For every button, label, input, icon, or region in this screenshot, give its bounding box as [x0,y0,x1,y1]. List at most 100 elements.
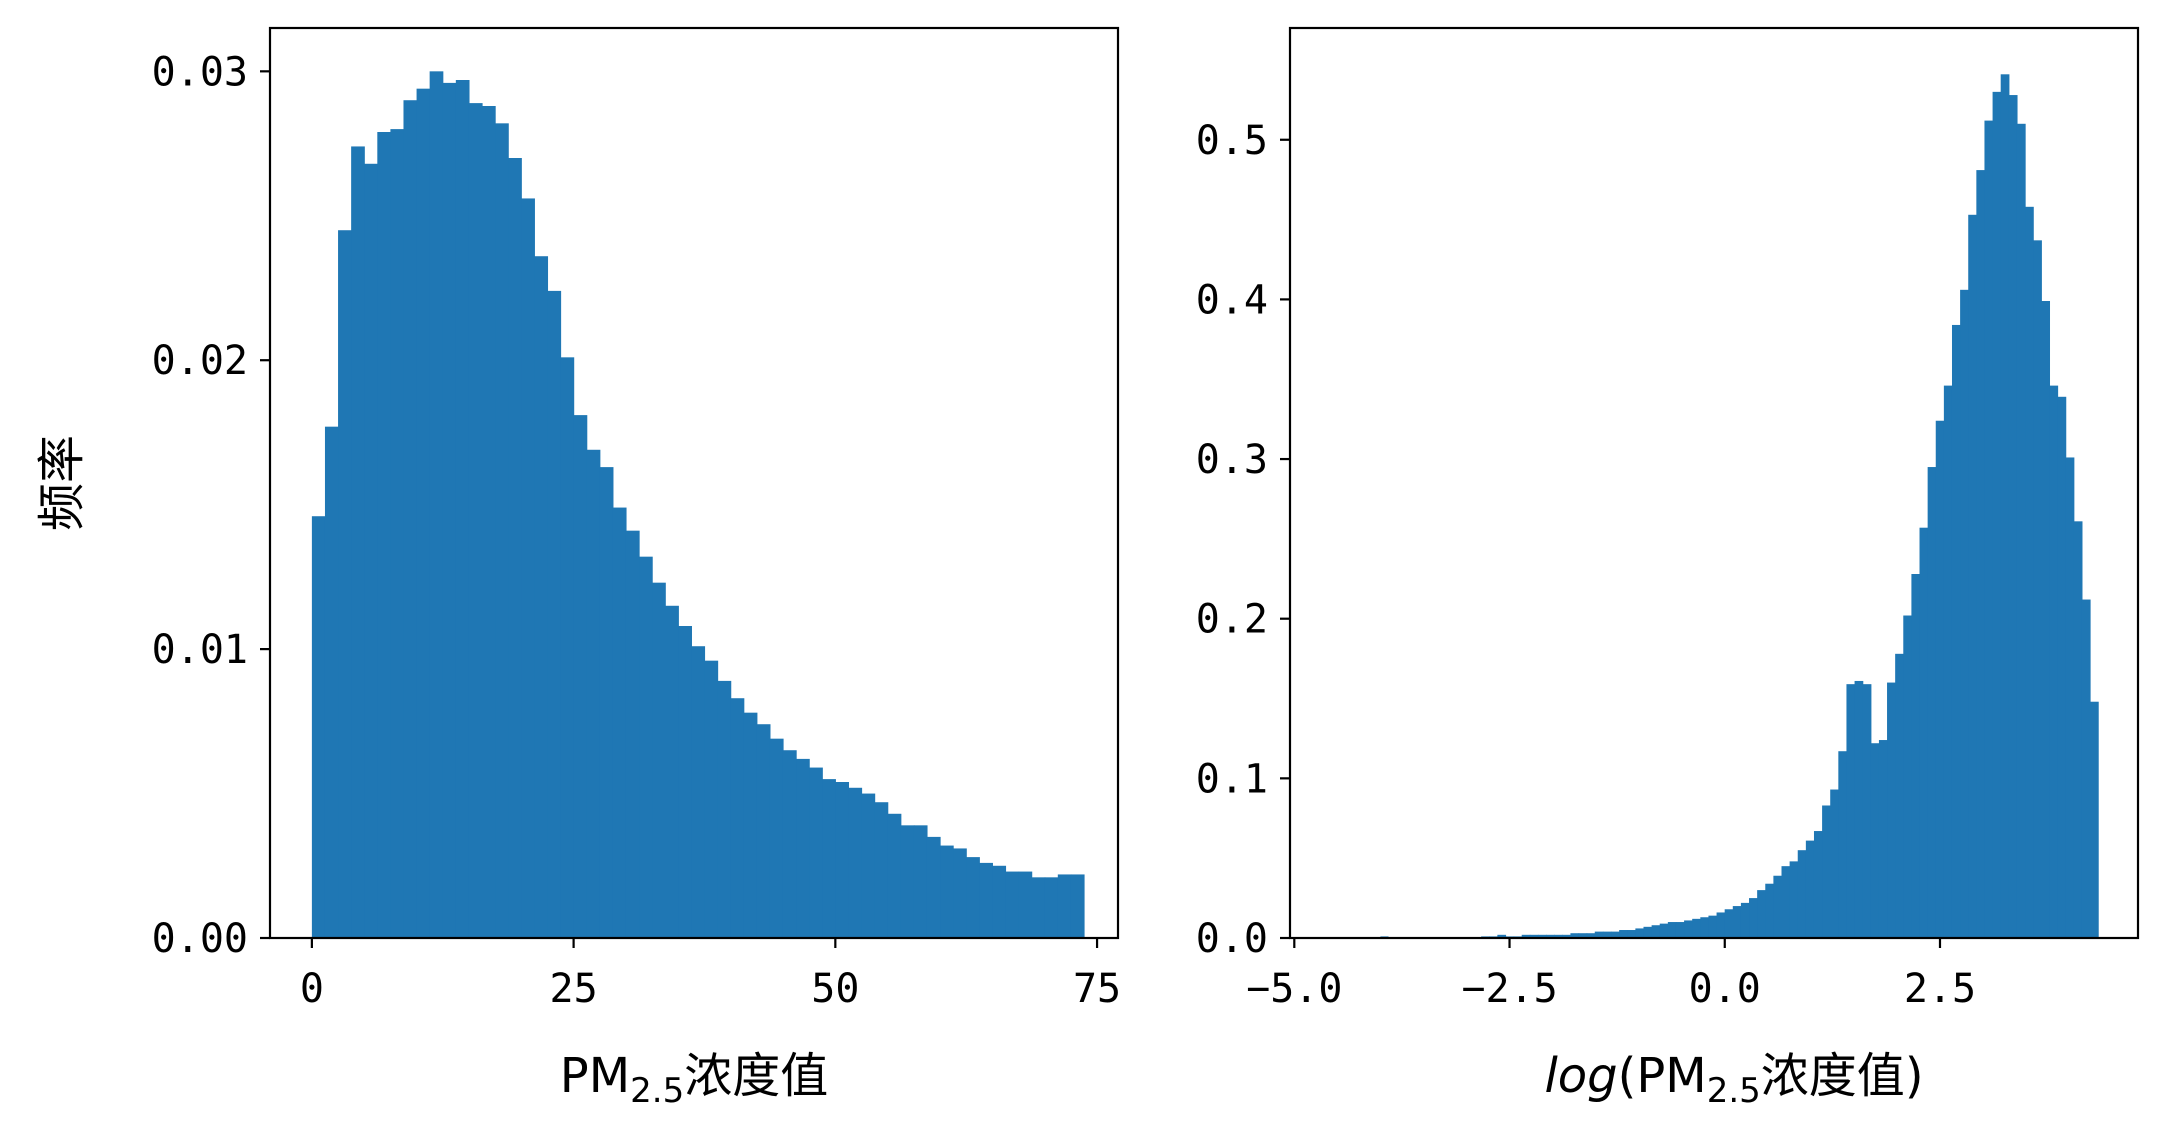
left-histogram-bar [717,680,732,938]
left-histogram-bar [364,163,378,938]
left-histogram-bar [704,660,719,938]
left-x-tick-label: 25 [550,966,598,1012]
left-histogram-panel: 0 25 50 75 0.00 0.01 0.02 0.03 PM2.5浓度值 频率 [34,26,1121,1111]
left-histogram-bar [442,82,457,938]
right-histogram-bar [1854,680,1864,938]
left-histogram-bar [796,758,810,938]
right-histogram-bar [1984,120,1994,939]
right-x-axis-label: log(PM2.5浓度值) [1544,1048,1923,1111]
right-x-tick-label: 0.0 [1689,966,1761,1012]
left-plot-frame [268,26,1120,940]
right-histogram-bar [1789,861,1799,938]
right-histogram-bar [1570,933,1580,938]
left-histogram-bar [835,782,850,938]
right-histogram-bar [1562,934,1572,938]
left-histogram-bar [560,357,575,939]
left-histogram-bars [311,71,1085,939]
right-histogram-bar [1659,923,1669,938]
right-histogram-bar [1684,920,1693,938]
right-histogram-bar [1797,850,1807,938]
right-histogram-bar [2000,74,2010,939]
right-histogram-bar [1935,420,1945,938]
right-histogram-bar [1749,898,1758,938]
left-histogram-bar [953,848,967,938]
left-histogram-bar [508,158,522,938]
right-histogram-bar [1724,909,1734,938]
right-histogram-bar [1813,831,1823,938]
right-histogram-bars [1380,74,2099,939]
right-histogram-bar [1643,926,1653,938]
right-histogram-bar [1781,866,1791,938]
right-histogram-bar [1667,922,1677,938]
right-histogram-bar [1927,467,1937,938]
left-histogram-bar [874,802,889,938]
left-y-tick-label: 0.01 [152,627,248,673]
right-histogram-bar [1635,928,1645,938]
right-histogram-bar [1903,615,1912,938]
right-histogram-bar [1943,385,1953,938]
right-histogram-bar [2090,701,2099,938]
right-histogram-bar [1692,918,1701,938]
right-histogram-bar [1651,925,1661,938]
right-histogram-bar [1870,743,1880,938]
right-histogram-bar [2049,385,2059,938]
right-histogram-bar [1554,934,1563,938]
left-histogram-bar [743,712,758,938]
right-y-tick-label: 0.0 [1196,916,1268,962]
left-histogram-bar [573,415,588,938]
left-histogram-bar [1005,871,1020,938]
right-histogram-bar [1862,684,1872,938]
left-histogram-bar [390,129,405,939]
right-histogram-bar [1602,931,1612,938]
left-histogram-bar [455,80,470,938]
right-histogram-bar [2081,599,2091,938]
left-x-axis-label: PM2.5浓度值 [560,1048,828,1111]
left-x-ticks: 0 25 50 75 [300,938,1121,1012]
right-y-ticks: 0.0 0.1 0.2 0.3 0.4 0.5 [1196,118,1290,962]
left-histogram-bar [1044,877,1059,938]
left-x-tick-label: 50 [811,966,859,1012]
right-histogram-bar [1611,931,1620,938]
right-histogram-bar [1619,930,1628,938]
left-y-tick-label: 0.03 [152,49,248,95]
left-histogram-bar [822,779,836,938]
right-histogram-bar [2008,95,2018,939]
right-histogram-bar [2041,301,2051,938]
left-histogram-bar [1031,877,1046,938]
left-histogram-bar [652,582,666,938]
right-y-tick-label: 0.5 [1196,118,1268,164]
right-histogram-bar [1675,922,1685,938]
left-histogram-bar [926,836,941,938]
right-histogram-bar [1521,934,1531,938]
right-y-tick-label: 0.1 [1196,756,1268,802]
right-histogram-bar [1805,840,1815,938]
right-histogram-bar [1708,915,1718,938]
right-histogram-bar [1578,933,1588,938]
right-x-tick-label: 2.5 [1904,966,1976,1012]
left-histogram-bar [756,724,771,938]
right-histogram-bar [1830,789,1839,938]
left-histogram-bar [625,530,640,938]
right-histogram-bar [1960,289,1969,938]
left-histogram-bar [887,813,902,938]
right-histogram-bar [1716,912,1726,938]
right-histogram-bar [1700,917,1710,938]
right-histogram-bar [2033,240,2042,938]
left-histogram-bar [992,865,1007,938]
right-histogram-bar [1992,91,2002,939]
left-histogram-bar [913,825,928,938]
right-y-tick-label: 0.3 [1196,437,1268,483]
right-histogram-bar [1919,527,1929,938]
right-histogram-bar [1887,682,1896,938]
left-histogram-bar [495,123,509,938]
right-histogram-bar [1765,883,1774,938]
right-histogram-bar [1546,934,1555,938]
right-histogram-bar [1951,324,1961,938]
right-histogram-bar [1594,931,1604,938]
left-histogram-bar [848,787,863,938]
right-histogram-bar [1529,934,1539,938]
left-histogram-bar [639,556,653,938]
y-axis-label: 频率 [34,435,90,531]
left-histogram-bar [547,290,562,938]
right-histogram-bar [1732,906,1742,938]
